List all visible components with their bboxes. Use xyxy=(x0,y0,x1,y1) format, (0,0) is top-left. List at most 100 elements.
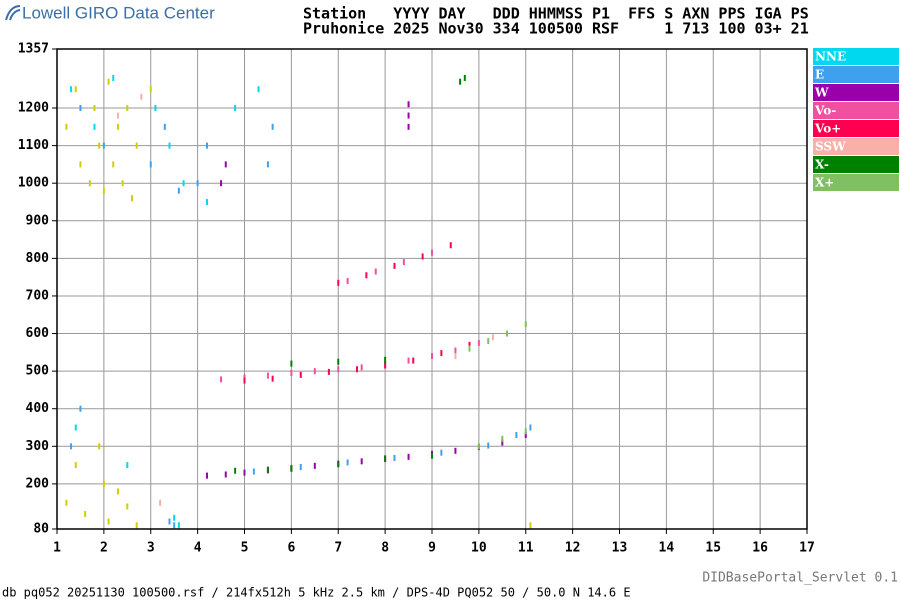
legend-swatch xyxy=(813,48,899,65)
y-tick-label: 1357 xyxy=(18,42,49,57)
point xyxy=(529,424,532,431)
point xyxy=(431,353,433,360)
point xyxy=(356,366,358,373)
point xyxy=(468,341,471,348)
point xyxy=(243,377,246,384)
point xyxy=(173,522,176,529)
legend-swatch xyxy=(813,138,899,155)
point xyxy=(206,198,208,205)
point xyxy=(79,105,82,112)
point xyxy=(384,356,387,363)
point xyxy=(290,360,293,367)
legend-swatch xyxy=(813,156,899,173)
point xyxy=(431,452,433,459)
point xyxy=(116,488,119,495)
point xyxy=(140,93,143,100)
point xyxy=(252,468,255,475)
point xyxy=(135,142,138,149)
point xyxy=(501,439,504,446)
y-tick-label: 700 xyxy=(26,288,50,303)
x-tick-label: 7 xyxy=(334,541,342,556)
point xyxy=(384,455,387,462)
point xyxy=(393,262,396,269)
point xyxy=(360,364,363,371)
point xyxy=(374,268,377,275)
point xyxy=(196,180,199,187)
point xyxy=(126,105,129,112)
point xyxy=(299,371,302,378)
point xyxy=(112,161,115,168)
point xyxy=(121,180,124,187)
point xyxy=(313,368,316,375)
point xyxy=(459,78,462,85)
legend-label: X+ xyxy=(815,176,834,190)
x-tick-label: 17 xyxy=(799,541,815,556)
header-line: Pruhonice 2025 Nov30 334 100500 RSF 1 71… xyxy=(303,20,809,38)
point xyxy=(65,499,68,506)
point xyxy=(182,180,185,187)
y-tick-label: 900 xyxy=(26,213,50,228)
point xyxy=(234,105,237,112)
point xyxy=(346,277,349,284)
point xyxy=(463,74,466,81)
y-tick-label: 400 xyxy=(26,401,50,416)
x-tick-label: 4 xyxy=(194,541,202,556)
point xyxy=(116,123,119,130)
legend-swatch xyxy=(813,102,899,119)
point xyxy=(168,518,171,525)
point xyxy=(449,242,452,249)
y-tick-label: 1200 xyxy=(18,101,49,116)
point xyxy=(149,86,152,93)
point xyxy=(116,112,119,119)
legend-label: X- xyxy=(815,158,829,172)
point xyxy=(290,465,293,472)
point xyxy=(412,357,415,364)
point xyxy=(107,518,110,525)
point xyxy=(74,86,77,93)
point xyxy=(102,480,105,487)
points xyxy=(65,74,532,529)
point xyxy=(407,112,410,119)
point xyxy=(135,522,138,529)
point xyxy=(440,449,443,456)
point xyxy=(487,442,490,449)
point xyxy=(337,279,340,286)
point xyxy=(220,180,223,187)
point xyxy=(337,358,340,365)
point xyxy=(524,432,527,439)
point xyxy=(454,347,457,354)
point xyxy=(491,334,494,341)
x-tick-label: 9 xyxy=(428,541,436,556)
y-tick-label: 500 xyxy=(26,364,50,379)
x-tick-label: 5 xyxy=(241,541,249,556)
point xyxy=(529,522,532,529)
point xyxy=(266,161,269,168)
point xyxy=(88,180,91,187)
legend-label: Vo+ xyxy=(814,122,841,136)
point xyxy=(365,272,368,279)
y-tick-label: 80 xyxy=(33,522,49,537)
x-tick-label: 13 xyxy=(612,541,628,556)
point xyxy=(501,435,504,442)
x-tick-label: 12 xyxy=(565,541,581,556)
point xyxy=(299,463,302,470)
header-line: Station YYYY DAY DDD HHMMSS P1 FFS S AXN… xyxy=(303,5,809,23)
legend: NNE EW Vo- Vo+ SSW X- X+ xyxy=(813,48,899,191)
point xyxy=(126,503,129,510)
point xyxy=(327,368,330,375)
point xyxy=(454,353,457,360)
point xyxy=(70,86,73,93)
footer-left: db pq052 20251130 100500.rsf / 214fx512h… xyxy=(2,586,631,600)
point xyxy=(402,259,405,266)
point xyxy=(271,123,274,130)
point xyxy=(107,78,110,85)
x-tick-label: 10 xyxy=(471,541,487,556)
point xyxy=(98,142,101,149)
point xyxy=(393,454,396,461)
x-tick-label: 1 xyxy=(53,541,61,556)
point xyxy=(177,522,180,529)
point xyxy=(431,249,433,256)
point xyxy=(93,105,96,112)
x-tick-label: 15 xyxy=(705,541,721,556)
point xyxy=(477,443,480,450)
